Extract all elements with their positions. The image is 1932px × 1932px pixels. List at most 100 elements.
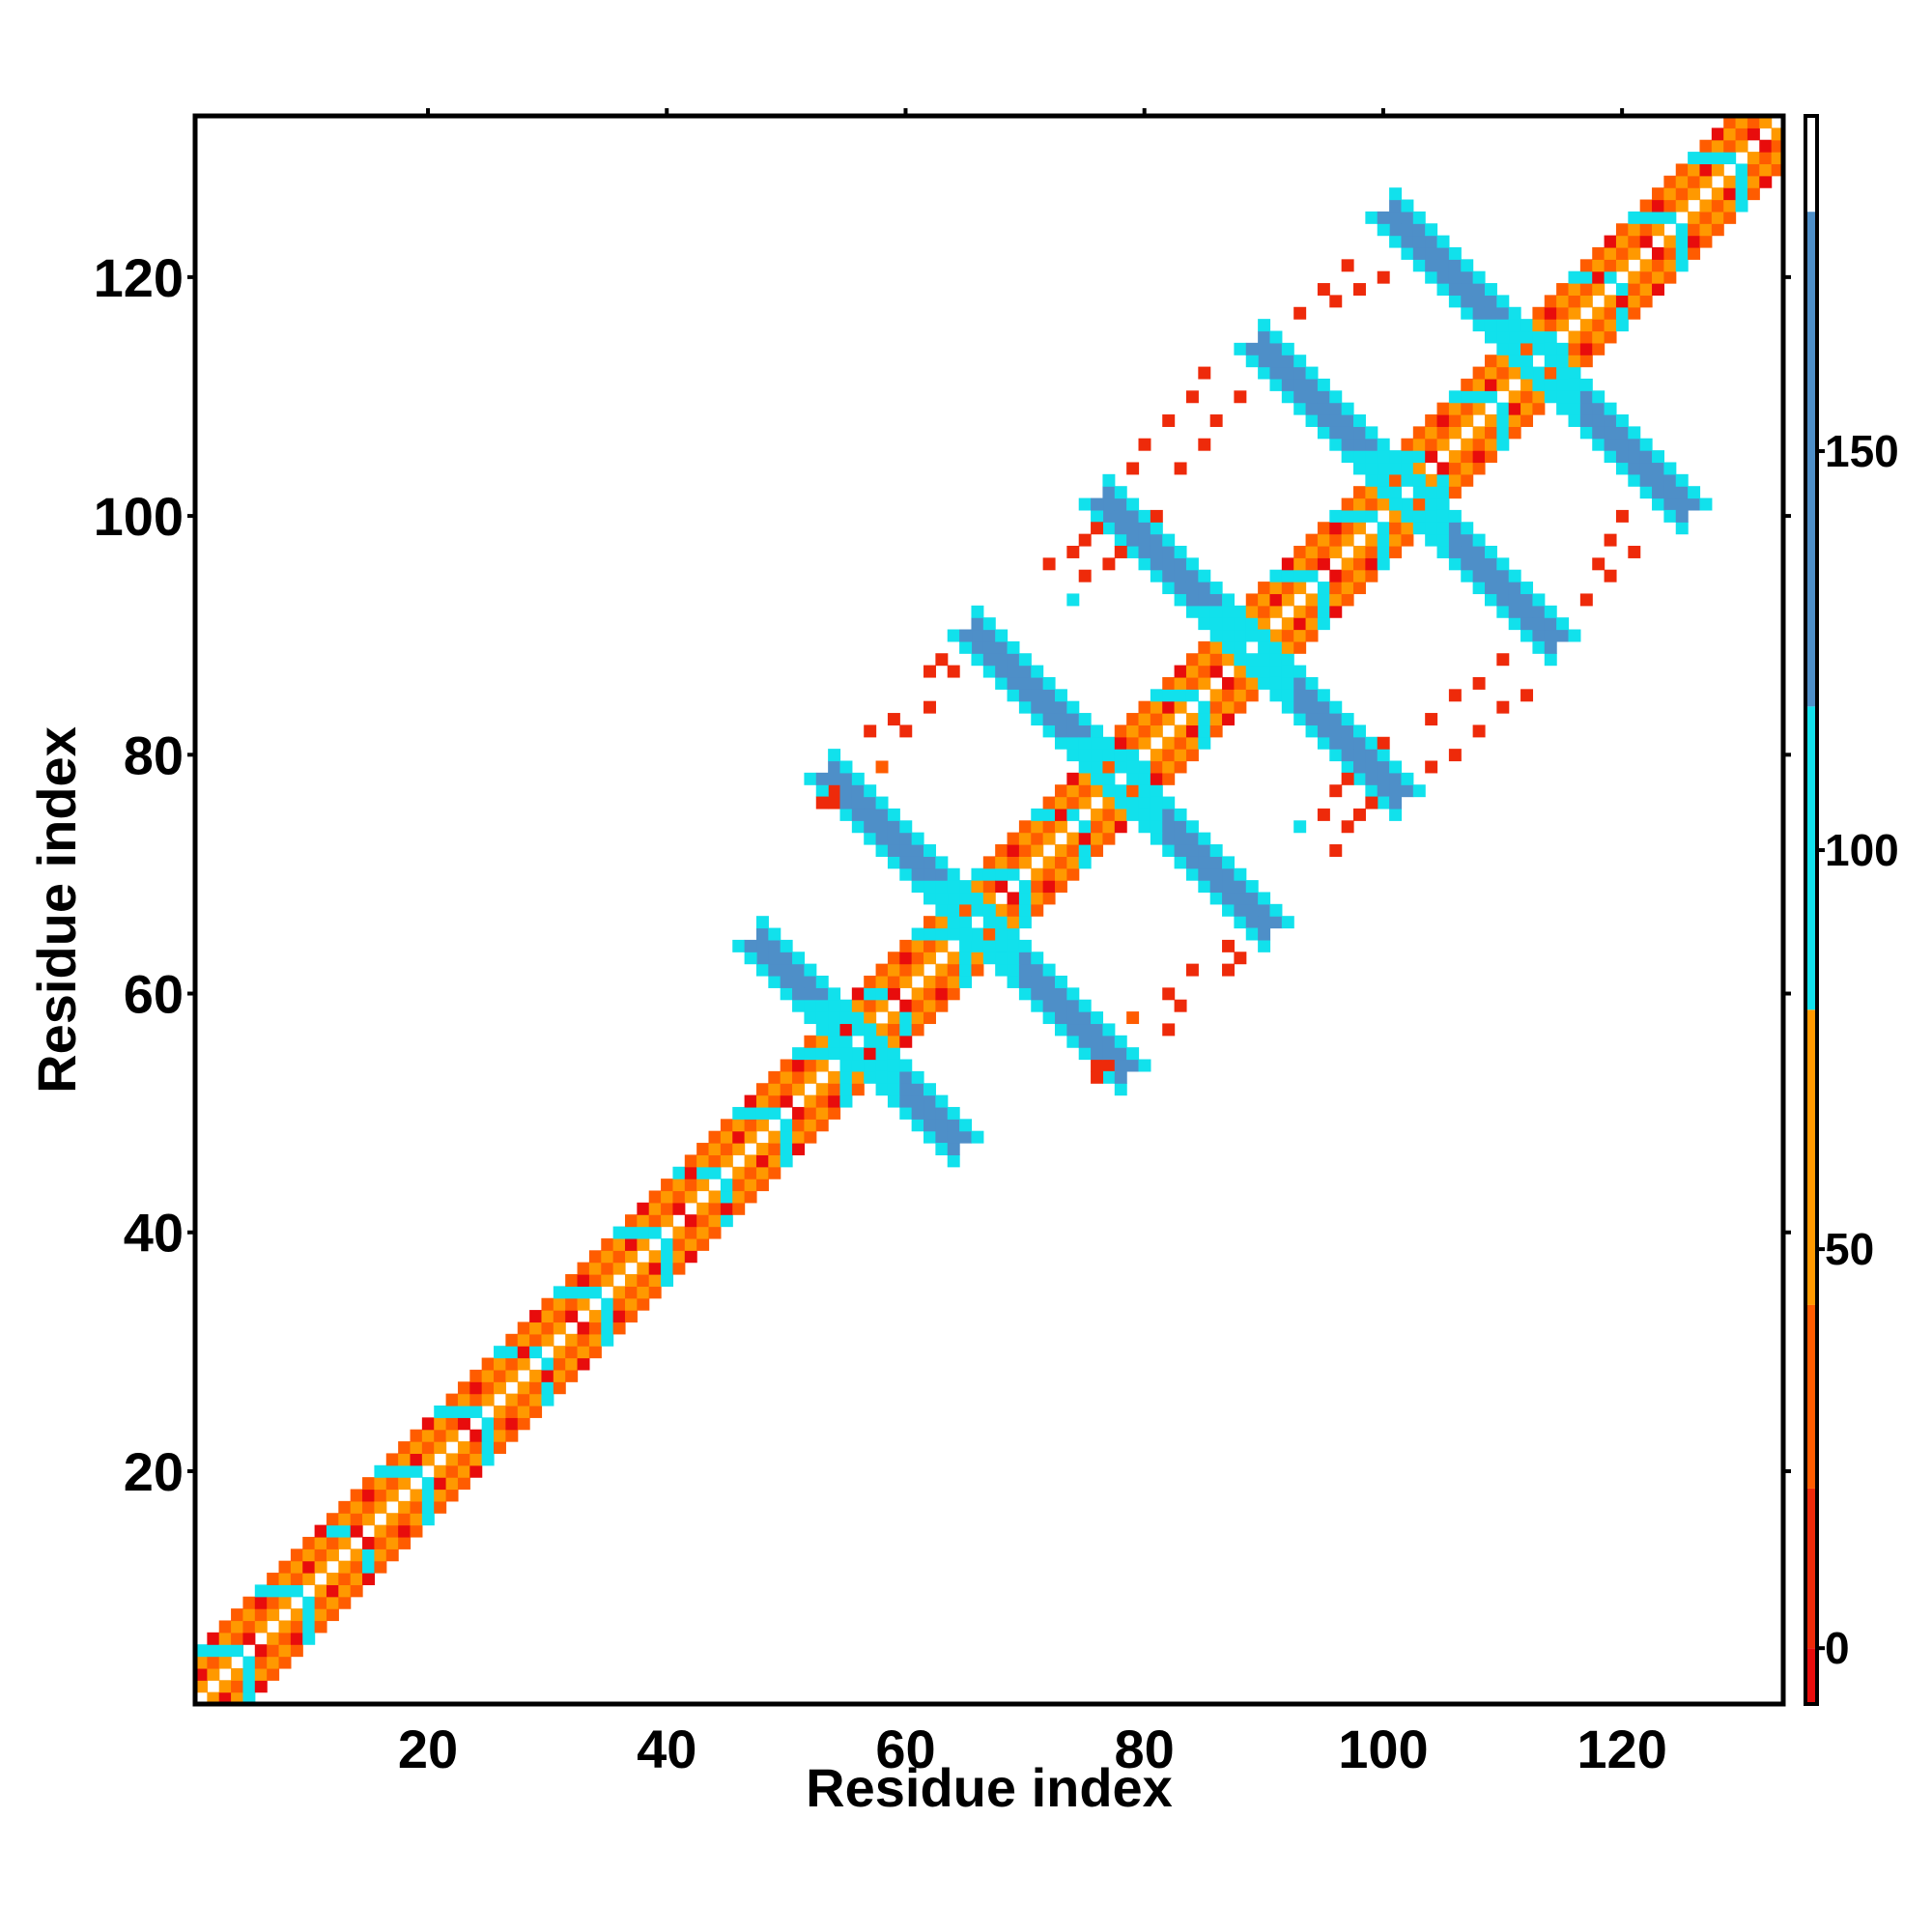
heatmap-cell <box>792 952 806 965</box>
colorbar-band <box>1805 1488 1817 1649</box>
heatmap-cell <box>505 1429 519 1442</box>
heatmap-cell <box>935 1106 949 1120</box>
heatmap-cell <box>995 665 1009 678</box>
heatmap-cell <box>887 963 900 977</box>
heatmap-cell <box>755 1094 769 1108</box>
heatmap-cell <box>1448 402 1462 415</box>
heatmap-cell <box>1234 640 1247 654</box>
heatmap-cell <box>314 1548 327 1562</box>
x-tick-label: 20 <box>398 1719 458 1779</box>
heatmap-cell <box>971 640 984 654</box>
heatmap-cell <box>1579 259 1593 272</box>
heatmap-cell <box>1723 139 1737 153</box>
heatmap-cell <box>684 1154 697 1168</box>
heatmap-cell <box>1174 582 1187 595</box>
heatmap-cell <box>1508 366 1521 380</box>
heatmap-cell <box>1377 438 1390 451</box>
heatmap-cell <box>1054 713 1067 726</box>
heatmap-cell <box>1377 462 1390 475</box>
heatmap-cell <box>1556 402 1570 415</box>
heatmap-cell <box>1568 342 1581 355</box>
heatmap-cell <box>708 1190 722 1204</box>
heatmap-cell <box>1389 187 1403 201</box>
heatmap-cell <box>1604 270 1617 284</box>
heatmap-cell <box>577 1333 590 1347</box>
heatmap-cell <box>1234 867 1247 881</box>
heatmap-cell <box>1723 175 1737 188</box>
heatmap-cell <box>588 1286 602 1299</box>
heatmap-cell <box>218 1680 232 1693</box>
heatmap-cell <box>1377 486 1390 499</box>
heatmap-cell <box>1245 916 1259 929</box>
heatmap-cell <box>469 1369 483 1382</box>
heatmap-cell <box>875 1083 889 1096</box>
colorbar-tick-label: 100 <box>1825 825 1899 875</box>
heatmap-cell <box>385 1489 399 1502</box>
heatmap-cell <box>864 808 877 821</box>
heatmap-cell <box>1234 653 1247 667</box>
heatmap-cell <box>1305 533 1319 547</box>
heatmap-cell <box>1759 163 1773 177</box>
heatmap-cell <box>899 724 913 738</box>
heatmap-cell <box>1365 533 1378 547</box>
heatmap-cell <box>1544 640 1557 654</box>
heatmap-cell <box>1448 270 1462 284</box>
heatmap-cell <box>1031 676 1044 690</box>
heatmap-cell <box>338 1513 352 1526</box>
heatmap-cell <box>899 952 913 965</box>
heatmap-cell <box>1436 545 1450 558</box>
heatmap-cell <box>1472 569 1486 582</box>
heatmap-cell <box>1544 653 1557 667</box>
heatmap-cell <box>1114 1035 1127 1048</box>
heatmap-cell <box>469 1464 483 1478</box>
heatmap-cell <box>637 1286 650 1299</box>
heatmap-cell <box>1699 152 1713 165</box>
heatmap-cell <box>1628 306 1641 320</box>
heatmap-cell <box>1663 497 1677 511</box>
heatmap-cell <box>911 856 924 869</box>
heatmap-cell <box>1042 808 1056 821</box>
heatmap-cell <box>1520 414 1534 427</box>
heatmap-cell <box>1258 355 1271 368</box>
heatmap-cell <box>1091 736 1104 750</box>
heatmap-cell <box>1568 295 1581 308</box>
heatmap-cell <box>1162 796 1176 810</box>
heatmap-cell <box>601 1297 614 1311</box>
heatmap-cell <box>1258 665 1271 678</box>
heatmap-cell <box>815 987 829 1001</box>
heatmap-cell <box>672 1226 686 1239</box>
heatmap-cell <box>864 1047 877 1061</box>
heatmap-cell <box>1544 378 1557 391</box>
heatmap-cell <box>1018 975 1032 988</box>
heatmap-cell <box>684 1226 697 1239</box>
heatmap-cell <box>911 880 924 894</box>
heatmap-cell <box>864 999 877 1012</box>
heatmap-cell <box>457 1477 470 1491</box>
heatmap-cell <box>875 1047 889 1061</box>
heatmap-cell <box>1054 1023 1067 1037</box>
heatmap-cell <box>755 952 769 965</box>
heatmap-cell <box>875 1023 889 1037</box>
heatmap-cell <box>362 1500 376 1514</box>
heatmap-cell <box>1496 319 1510 332</box>
heatmap-cell <box>839 1023 853 1037</box>
heatmap-cell <box>1508 426 1521 440</box>
heatmap-cell <box>1532 605 1546 618</box>
heatmap-cell <box>828 796 841 810</box>
heatmap-cell <box>1389 545 1403 558</box>
heatmap-cell <box>1425 509 1438 523</box>
heatmap-cell <box>1329 522 1343 535</box>
heatmap-cell <box>1556 319 1570 332</box>
heatmap-cell <box>1461 295 1474 308</box>
heatmap-cell <box>1185 820 1199 834</box>
heatmap-cell <box>1305 366 1319 380</box>
heatmap-cell <box>469 1405 483 1418</box>
heatmap-cell <box>1305 414 1319 427</box>
heatmap-cell <box>218 1656 232 1669</box>
heatmap-cell <box>875 796 889 810</box>
heatmap-cell <box>1401 246 1414 260</box>
heatmap-cell <box>1508 355 1521 368</box>
heatmap-cell <box>1007 963 1020 977</box>
heatmap-cell <box>637 1297 650 1311</box>
heatmap-cell <box>1461 450 1474 464</box>
